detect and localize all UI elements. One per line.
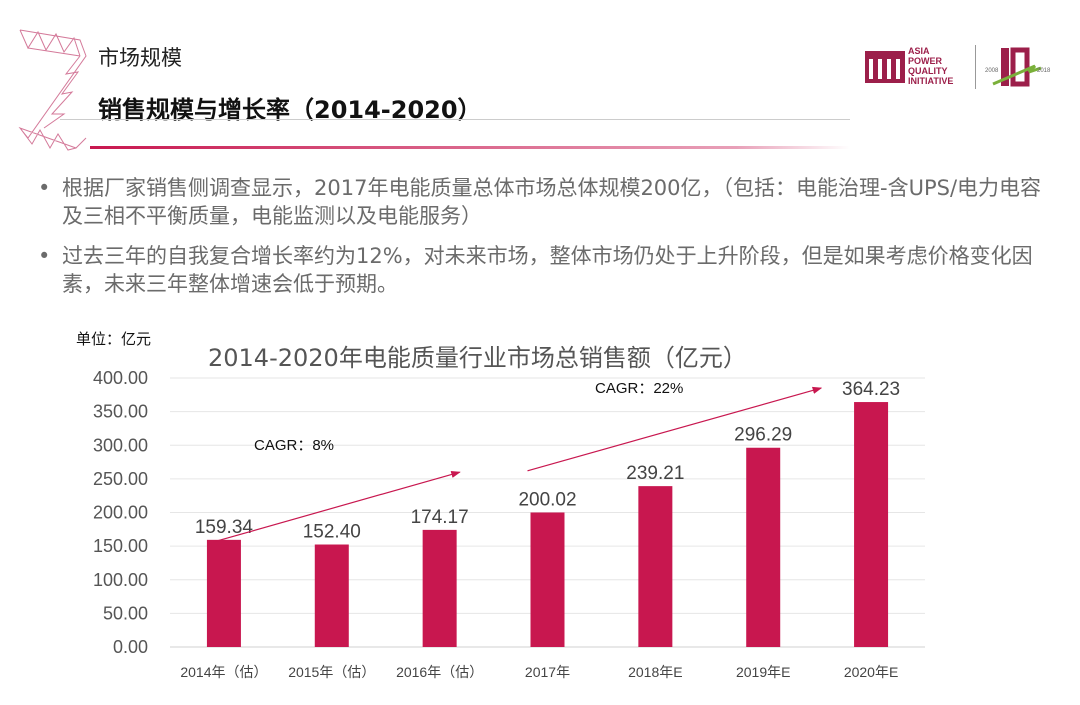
bullet-text: 根据厂家销售侧调查显示，2017年电能质量总体市场总体规模200亿，（包括：电能… (62, 176, 1042, 228)
unit-label: 单位：亿元 (76, 330, 152, 348)
data-label: 174.17 (411, 507, 469, 528)
y-tick-label: 50.00 (103, 603, 148, 623)
y-tick-label: 350.00 (93, 402, 148, 422)
apqi-logo-text: ASIA POWER QUALITY INITIATIVE (908, 46, 953, 86)
x-tick-label: 2016年（估） (396, 664, 483, 680)
x-tick-label: 2017年 (525, 664, 570, 680)
svg-text:2018: 2018 (1037, 68, 1051, 74)
x-tick-label: 2015年（估） (288, 664, 375, 680)
svg-text:2008: 2008 (985, 68, 999, 74)
logo-line: ASIA (908, 46, 930, 56)
y-tick-label: 100.00 (93, 570, 148, 590)
bar (854, 402, 889, 647)
chart-title: 2014-2020年电能质量行业市场总销售额（亿元） (208, 344, 747, 372)
apqi-logo-icon (865, 51, 905, 83)
bar (422, 529, 457, 647)
bar (530, 512, 565, 647)
y-tick-label: 300.00 (93, 435, 148, 455)
data-label: 200.02 (518, 489, 576, 510)
y-tick-label: 250.00 (93, 469, 148, 489)
logo-divider (975, 45, 976, 89)
anniversary-10-logo-icon: 2008 2018 (985, 47, 1051, 87)
bar (638, 486, 673, 647)
title-divider (60, 119, 850, 120)
data-label: 296.29 (734, 425, 792, 446)
cagr-annotation: CAGR：8% (254, 437, 334, 454)
y-tick-label: 400.00 (93, 368, 148, 388)
bullet-item: • 根据厂家销售侧调查显示，2017年电能质量总体市场总体规模200亿，（包括：… (38, 174, 1048, 230)
cagr-annotation: CAGR：22% (595, 380, 683, 397)
bullet-dot: • (38, 176, 51, 200)
x-tick-label: 2020年E (844, 664, 898, 680)
cagr-arrow (527, 386, 823, 472)
bar (206, 539, 241, 647)
x-tick-label: 2018年E (628, 664, 682, 680)
cagr-arrow (213, 470, 461, 543)
x-tick-label: 2019年E (736, 664, 790, 680)
y-tick-label: 200.00 (93, 503, 148, 523)
bullet-item: • 过去三年的自我复合增长率约为12%，对未来市场，整体市场仍处于上升阶段，但是… (38, 242, 1048, 298)
data-label: 152.40 (303, 522, 361, 543)
logo-line: POWER (908, 56, 943, 66)
section-label: 市场规模 (98, 46, 182, 70)
bar (746, 447, 781, 647)
data-label: 364.23 (842, 379, 900, 400)
data-label: 159.34 (195, 517, 254, 538)
data-label: 239.21 (626, 463, 684, 484)
bullet-text: 过去三年的自我复合增长率约为12%，对未来市场，整体市场仍处于上升阶段，但是如果… (62, 244, 1033, 296)
y-tick-label: 0.00 (113, 637, 148, 657)
y-tick-label: 150.00 (93, 536, 148, 556)
accent-divider (90, 146, 850, 149)
x-tick-label: 2014年（估） (180, 664, 267, 680)
logo-line: INITIATIVE (908, 76, 954, 86)
bullet-dot: • (38, 244, 51, 268)
logo-line: QUALITY (908, 66, 948, 76)
bar (314, 544, 349, 647)
triangle-z-decoration-icon (18, 29, 87, 151)
